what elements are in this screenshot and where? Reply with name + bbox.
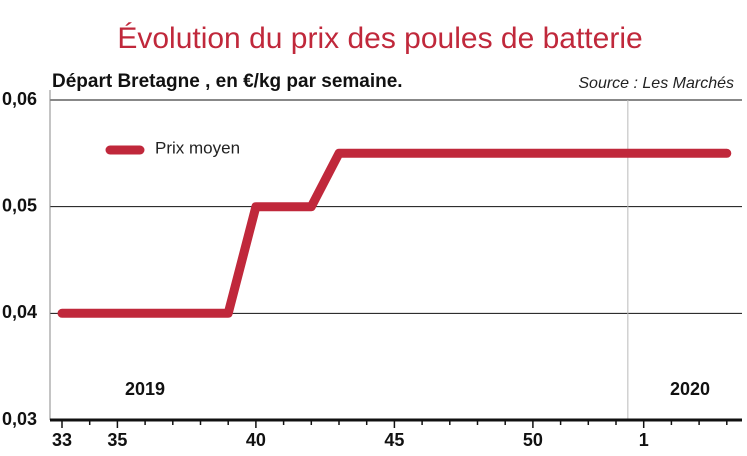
legend-label: Prix moyen — [155, 138, 240, 157]
year-label: 2019 — [125, 379, 165, 399]
y-tick-label: 0,04 — [2, 302, 37, 322]
x-tick-label: 35 — [107, 430, 127, 450]
line — [57, 148, 732, 318]
x-tick-label: 40 — [246, 430, 266, 450]
x-tick-label: 45 — [384, 430, 404, 450]
source: Source : Les Marchés — [578, 75, 734, 92]
chart-subtitle: Départ Bretagne , en €/kg par semaine. — [52, 71, 403, 92]
x-tick-label: 33 — [52, 430, 72, 450]
y-tick-label: 0,06 — [2, 89, 37, 109]
x-tick-label: 50 — [523, 430, 543, 450]
y-tick-label: 0,05 — [2, 195, 37, 215]
chart-title: Évolution du prix des poules de batterie — [117, 22, 642, 55]
y-tick-label: 0,03 — [2, 409, 37, 429]
x-tick-label: 1 — [639, 430, 649, 450]
year-label: 2020 — [670, 379, 710, 399]
